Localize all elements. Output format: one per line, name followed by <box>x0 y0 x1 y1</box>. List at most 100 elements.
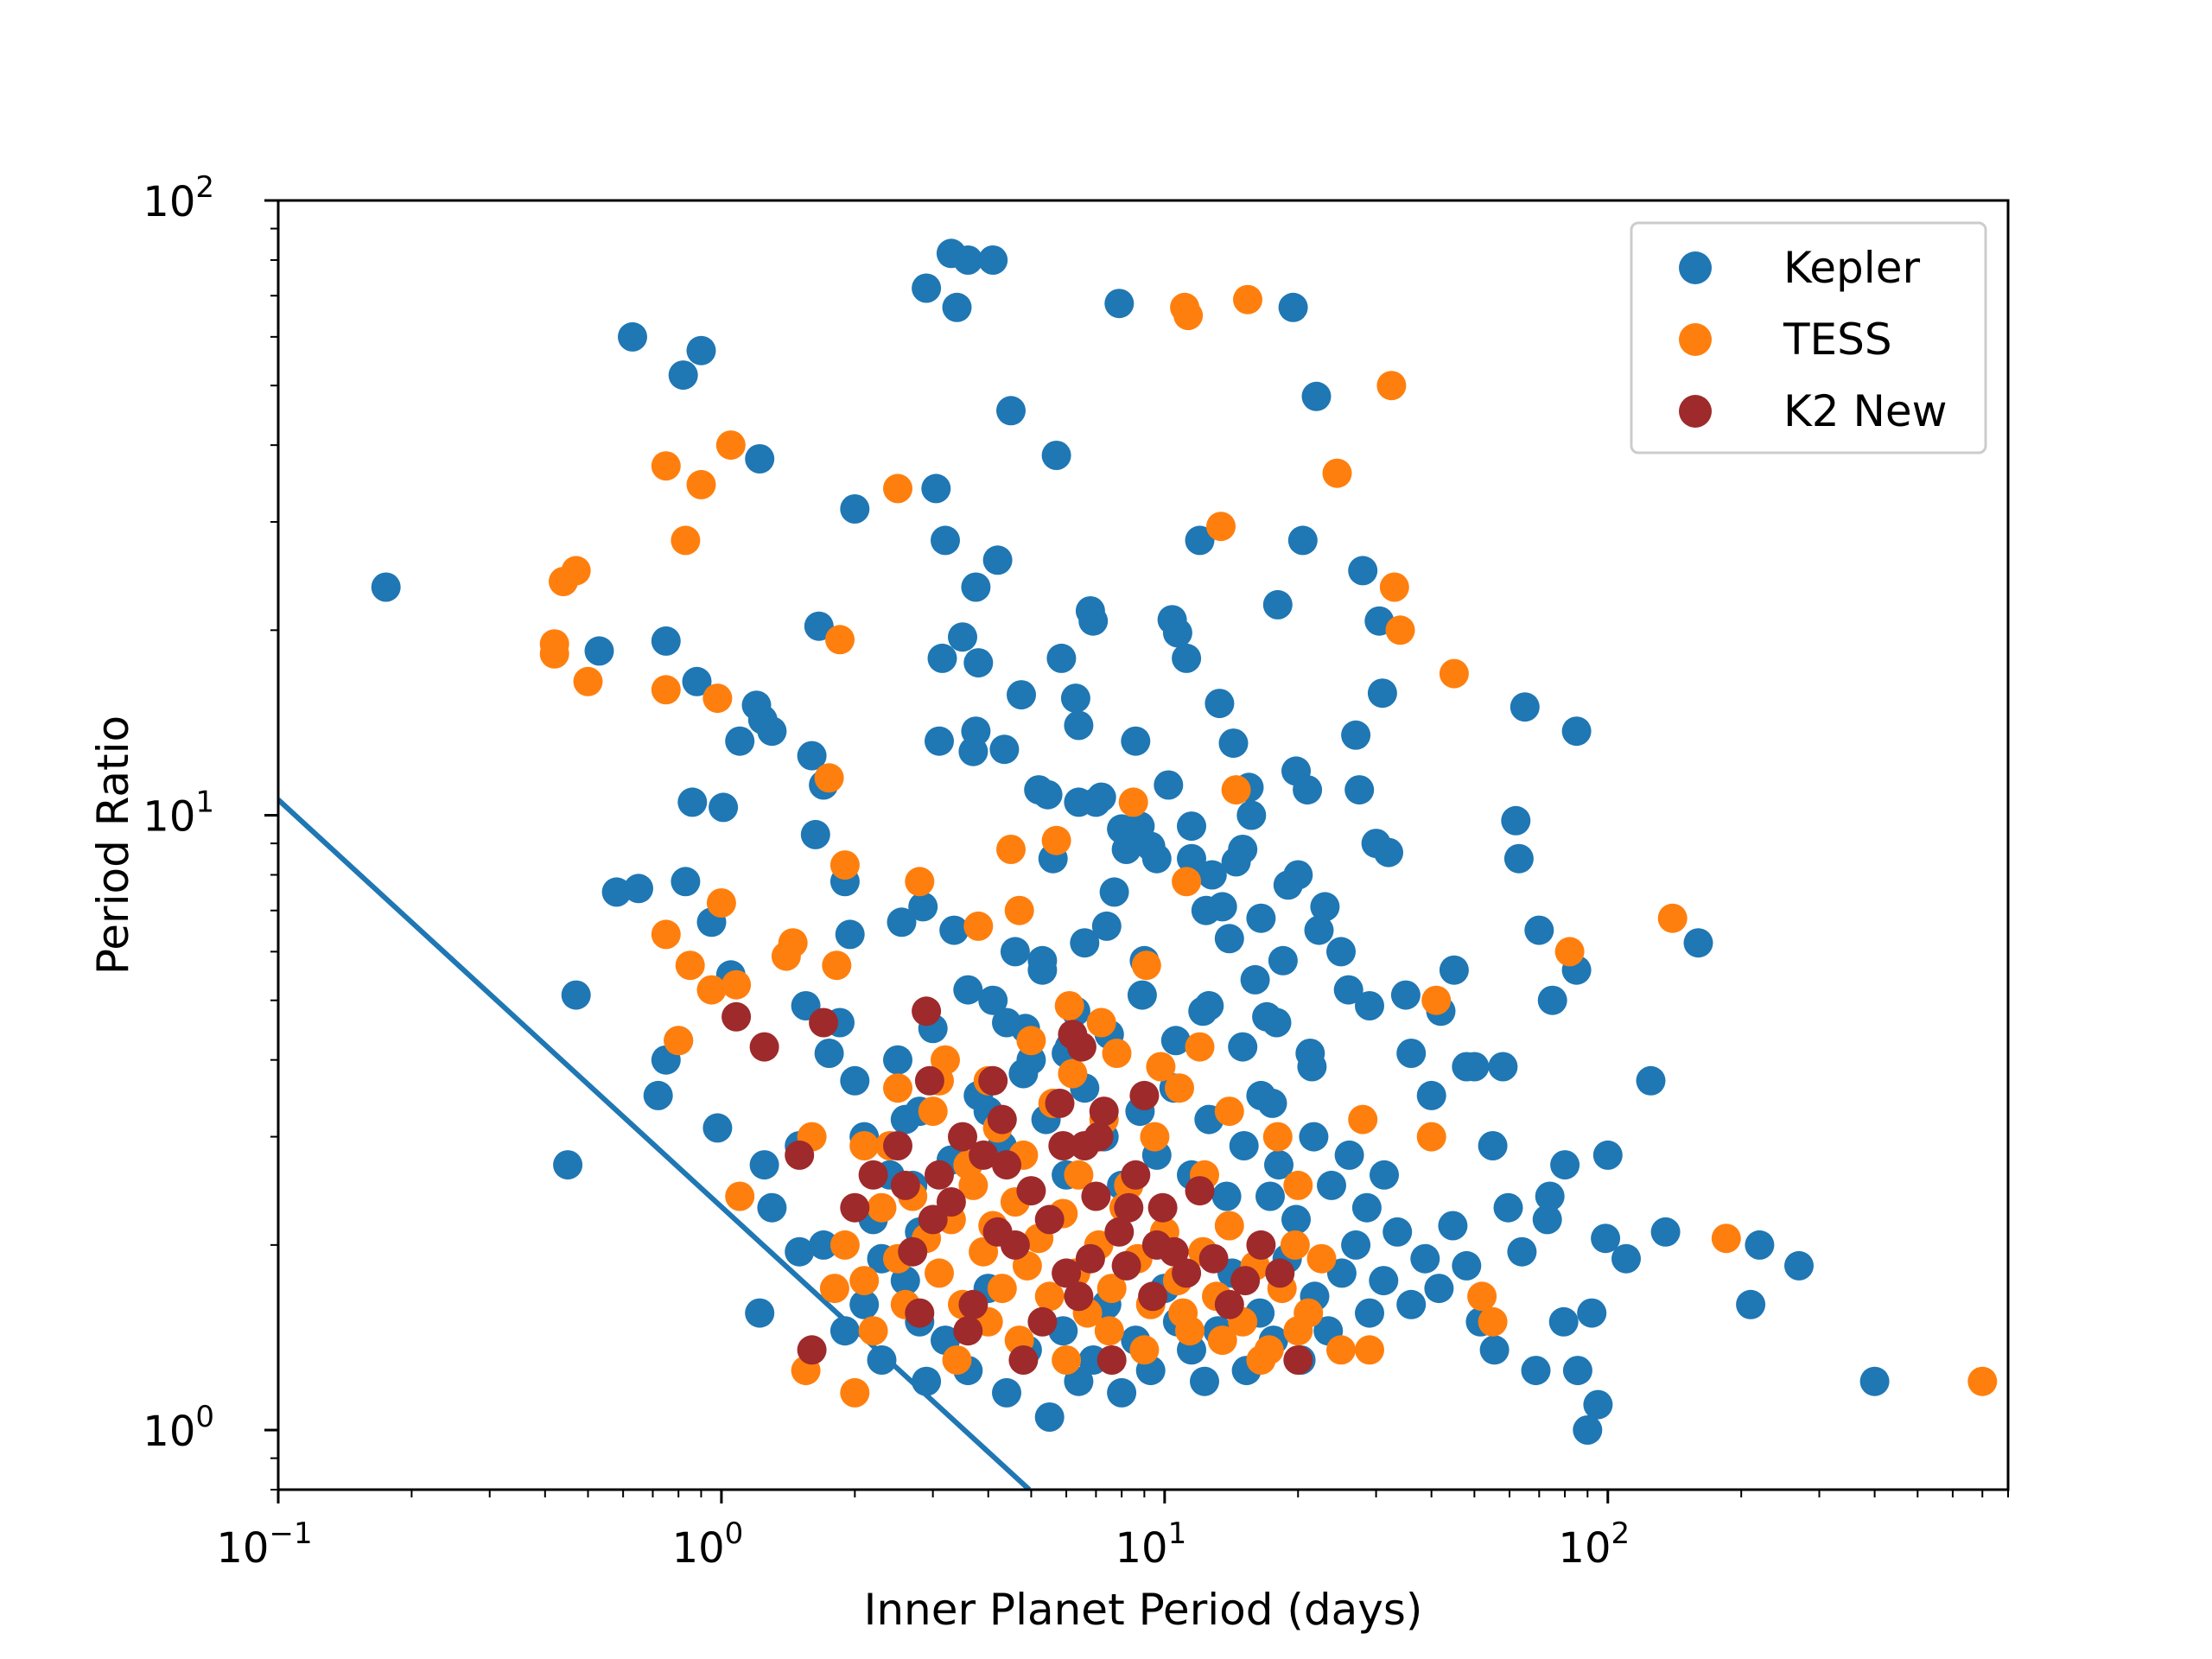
tess-point-34 <box>1004 895 1034 925</box>
kepler-point-254 <box>953 975 983 1005</box>
kepler-point-259 <box>1127 980 1157 1010</box>
kepler-point-256 <box>1027 955 1058 985</box>
k2-new-point-38 <box>1121 1160 1151 1190</box>
k2-new-point-26 <box>1034 1205 1065 1235</box>
tess-point-3 <box>561 556 591 586</box>
kepler-point-136 <box>1333 975 1363 1005</box>
tess-point-73 <box>987 1274 1017 1304</box>
kepler-point-15 <box>686 335 716 365</box>
k2-new-point-16 <box>948 1122 977 1152</box>
tess-point-15 <box>715 430 746 461</box>
k2-new-point-45 <box>1198 1243 1229 1274</box>
y-tick-label-1: 101 <box>143 785 214 842</box>
tess-point-122 <box>1246 1345 1276 1375</box>
kepler-point-20 <box>725 726 755 756</box>
tess-point-13 <box>702 683 733 714</box>
kepler-point-12 <box>671 867 701 897</box>
kepler-point-123 <box>1262 589 1293 620</box>
kepler-point-137 <box>1341 720 1371 750</box>
tess-point-119 <box>1129 1335 1160 1365</box>
kepler-point-146 <box>1396 1039 1427 1068</box>
k2-new-point-18 <box>969 1140 999 1170</box>
k2-new-point-51 <box>1048 1131 1078 1160</box>
kepler-point-71 <box>1007 680 1036 710</box>
kepler-point-121 <box>1255 1181 1285 1211</box>
k2-new-point-41 <box>1147 1192 1178 1223</box>
tess-point-59 <box>1711 1224 1741 1254</box>
reference-line <box>278 798 1032 1490</box>
kepler-point-90 <box>1091 911 1122 941</box>
kepler-point-218 <box>1479 1335 1510 1365</box>
k2-new-point-1 <box>749 1032 779 1062</box>
tess-point-44 <box>1221 775 1251 805</box>
kepler-point-244 <box>1229 1131 1259 1160</box>
k2-new-point-22 <box>1000 1230 1030 1260</box>
kepler-point-155 <box>1503 843 1534 874</box>
kepler-point-50 <box>912 273 942 303</box>
kepler-point-44 <box>887 907 917 938</box>
kepler-point-158 <box>1532 1205 1562 1235</box>
plot-frame <box>276 199 2010 1491</box>
k2-new-point-21 <box>992 1150 1021 1180</box>
kepler-point-133 <box>1304 915 1334 945</box>
kepler-point-170 <box>1736 1289 1766 1319</box>
tess-point-49 <box>1348 1104 1378 1135</box>
kepler-point-76 <box>1033 779 1063 810</box>
legend-label-k2-new: K2 New <box>1783 386 1948 436</box>
legend: Kepler TESS K2 New <box>1630 221 1987 454</box>
k2-new-point-10 <box>905 1298 935 1328</box>
tess-point-48 <box>1322 458 1352 488</box>
kepler-point-62 <box>961 716 991 747</box>
kepler-point-134 <box>1310 892 1340 922</box>
tess-point-58 <box>1657 903 1688 933</box>
kepler-point-117 <box>1236 800 1267 830</box>
tess-point-132 <box>1102 1039 1132 1068</box>
kepler-point-119 <box>1246 903 1276 933</box>
kepler-point-221 <box>1521 1356 1551 1386</box>
tess-point-27 <box>840 1377 870 1408</box>
kepler-point-14 <box>682 666 712 696</box>
kepler-point-224 <box>1562 1356 1592 1386</box>
kepler-point-53 <box>927 643 957 673</box>
y-axis-label: Period Ratio <box>88 715 138 975</box>
kepler-point-159 <box>1537 985 1567 1015</box>
kepler-point-6 <box>624 874 653 904</box>
k2-new-point-12 <box>914 1065 944 1096</box>
kepler-point-167 <box>1636 1065 1666 1096</box>
tess-point-37 <box>1086 1007 1116 1038</box>
tess-point-25 <box>825 625 855 655</box>
tess-point-7 <box>651 675 681 705</box>
kepler-point-140 <box>1355 991 1384 1020</box>
tess-point-130 <box>1016 1026 1046 1056</box>
kepler-point-57 <box>942 292 972 322</box>
kepler-point-186 <box>1034 1402 1065 1432</box>
kepler-point-0 <box>371 572 401 602</box>
k2-new-point-32 <box>1075 1243 1105 1274</box>
kepler-point-132 <box>1301 381 1332 411</box>
kepler-point-89 <box>1086 782 1116 812</box>
kepler-point-25 <box>749 1150 779 1180</box>
kepler-point-92 <box>1104 289 1135 319</box>
tess-point-131 <box>1058 1058 1088 1089</box>
k2-new-point-28 <box>1052 1258 1082 1288</box>
tess-point-46 <box>1262 1122 1293 1152</box>
tess-point-53 <box>1416 1122 1446 1152</box>
kepler-point-207 <box>1326 1258 1357 1288</box>
kepler-point-3 <box>584 636 614 666</box>
kepler-point-27 <box>745 1298 775 1328</box>
kepler-point-210 <box>1369 1266 1399 1296</box>
tess-point-60 <box>1967 1366 1998 1396</box>
kepler-point-68 <box>989 734 1020 765</box>
kepler-point-36 <box>835 919 865 950</box>
kepler-point-260 <box>1160 1026 1191 1056</box>
tess-point-120 <box>1168 1298 1198 1328</box>
tess-point-54 <box>1421 985 1452 1015</box>
tess-point-41 <box>1173 301 1204 331</box>
k2-new-point-43 <box>1172 1258 1202 1288</box>
kepler-point-161 <box>1561 716 1592 747</box>
kepler-point-7 <box>643 1080 673 1110</box>
tess-point-121 <box>1207 1325 1237 1356</box>
tess-point-98 <box>1306 1243 1337 1274</box>
kepler-point-139 <box>1348 556 1378 586</box>
kepler-point-65 <box>978 245 1008 275</box>
